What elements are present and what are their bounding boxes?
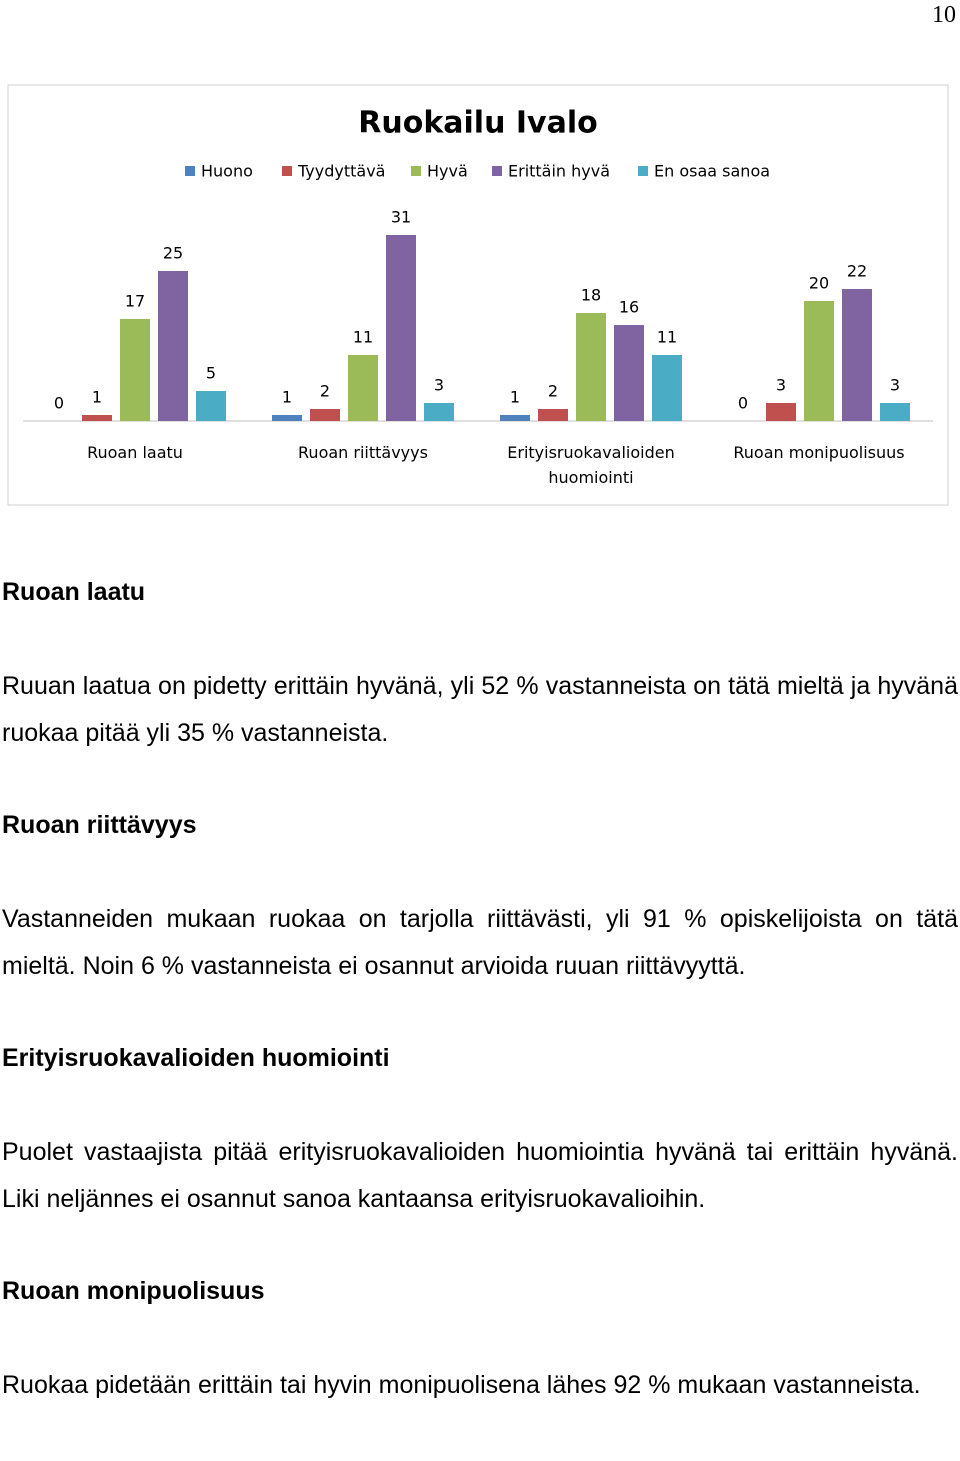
bar <box>82 415 112 421</box>
category-label: Ruoan monipuolisuus <box>733 443 905 462</box>
chart: Ruokailu Ivalo Huono Tyydyttävä Hyvä Erittä… <box>7 84 949 506</box>
bar <box>804 301 834 421</box>
bar <box>614 325 644 421</box>
data-label: 20 <box>809 274 829 293</box>
section-heading: Ruoan laatu <box>2 578 146 606</box>
data-label: 5 <box>206 364 216 383</box>
bar <box>158 271 188 421</box>
data-label: 1 <box>282 388 292 407</box>
data-label: 1 <box>92 388 102 407</box>
bar <box>386 235 416 421</box>
category-label: Erityisruokavalioiden huomiointi <box>507 443 675 487</box>
data-label: 2 <box>320 382 330 401</box>
bar <box>880 403 910 421</box>
data-label: 22 <box>847 262 867 281</box>
data-label: 31 <box>391 208 411 227</box>
data-label: 11 <box>353 328 373 347</box>
section-text: Ruokaa pidetään erittäin tai hyvin monip… <box>2 1371 921 1399</box>
bar <box>652 355 682 421</box>
category-label: Ruoan riittävyys <box>298 443 428 462</box>
data-label: 16 <box>619 298 639 317</box>
bar <box>766 403 796 421</box>
section-heading: Ruoan monipuolisuus <box>2 1277 265 1305</box>
page-number: 10 <box>932 2 956 28</box>
bar <box>272 415 302 421</box>
bar <box>120 319 150 421</box>
category-label: Ruoan laatu <box>87 443 183 462</box>
data-label: 11 <box>657 328 677 347</box>
legend-swatch <box>185 166 195 176</box>
data-label: 3 <box>776 376 786 395</box>
bar <box>348 355 378 421</box>
document: Ruoan laatu Ruuan laatua on pidetty eritt… <box>2 575 958 1461</box>
data-label: 2 <box>548 382 558 401</box>
section-heading: Ruoan riittävyys <box>2 811 197 839</box>
legend-swatch <box>282 166 292 176</box>
data-label: 25 <box>163 244 183 263</box>
data-label: 17 <box>125 292 145 311</box>
data-label: 3 <box>434 376 444 395</box>
bar <box>310 409 340 421</box>
bar <box>196 391 226 421</box>
section-heading: Erityisruokavalioiden huomiointi <box>2 1044 390 1072</box>
bar <box>576 313 606 421</box>
data-label: 1 <box>510 388 520 407</box>
legend-swatch <box>638 166 648 176</box>
legend-label: Erittäin hyvä <box>508 162 610 181</box>
bar <box>500 415 530 421</box>
legend-label: En osaa sanoa <box>654 162 770 181</box>
bar <box>842 289 872 421</box>
bar <box>538 409 568 421</box>
data-label: 3 <box>890 376 900 395</box>
data-label: 18 <box>581 286 601 305</box>
chart-title: Ruokailu Ivalo <box>358 106 598 141</box>
legend-swatch <box>411 166 421 176</box>
section-text: Puolet vastaajista pitää erityisruokaval… <box>2 1138 958 1213</box>
legend-label: Tyydyttävä <box>297 162 385 181</box>
legend-swatch <box>492 166 502 176</box>
section-text: Vastanneiden mukaan ruokaa on tarjolla r… <box>2 905 958 980</box>
section-text: Ruuan laatua on pidetty erittäin hyvänä,… <box>2 672 958 747</box>
legend-label: Huono <box>201 162 253 181</box>
bar <box>424 403 454 421</box>
legend-label: Hyvä <box>427 162 468 181</box>
data-label: 0 <box>54 394 64 413</box>
data-label: 0 <box>738 394 748 413</box>
